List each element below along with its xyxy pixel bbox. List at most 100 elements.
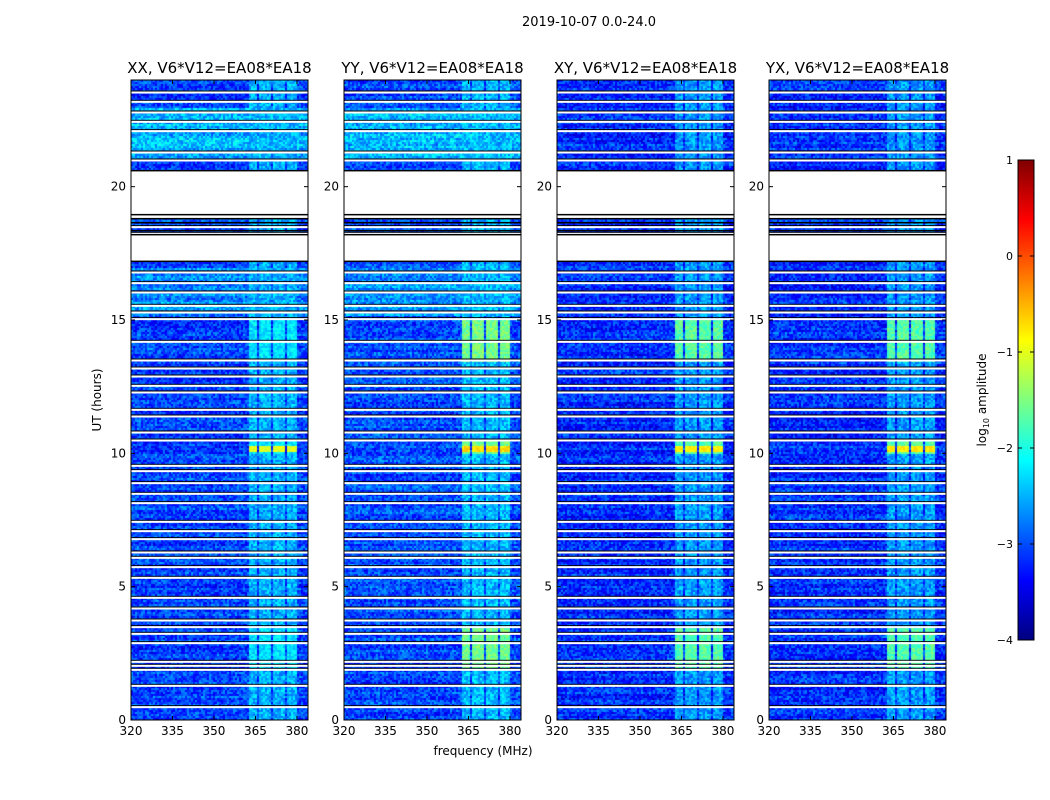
y-tick-label: 0 (118, 713, 126, 727)
colorbar-tick-label: 1 (1006, 154, 1013, 167)
flagged-row-edge (344, 659, 521, 661)
flagged-row (769, 282, 946, 285)
flagged-row (131, 159, 308, 162)
flagged-row-edge (557, 606, 734, 608)
flagged-row-edge (769, 469, 946, 471)
flagged-row (557, 502, 734, 505)
flagged-row-edge (769, 383, 946, 385)
x-axis-label: frequency (MHz) (433, 744, 532, 758)
flagged-row (769, 120, 946, 123)
flagged-row (557, 439, 734, 442)
flagged-row-edge (131, 317, 308, 319)
flagged-row-edge (131, 501, 308, 503)
flagged-row-edge (557, 129, 734, 131)
flagged-row (557, 632, 734, 635)
flagged-row (131, 684, 308, 687)
flag-boundary (557, 169, 734, 172)
x-tick-label: 365 (457, 724, 480, 738)
flagged-row (344, 660, 521, 663)
flagged-row (344, 159, 521, 162)
y-tick-label: 5 (756, 580, 764, 594)
flagged-row (344, 482, 521, 485)
flag-boundary (769, 260, 946, 263)
flag-boundary (344, 221, 521, 224)
flagged-row-edge (557, 667, 734, 669)
flag-boundary (769, 233, 946, 236)
flagged-row-edge (131, 659, 308, 661)
flagged-row (769, 551, 946, 554)
flagged-row (131, 492, 308, 495)
flagged-row-edge (344, 529, 521, 531)
flagged-row-edge (344, 537, 521, 539)
y-tick-label: 20 (749, 180, 764, 194)
flagged-row-edge (769, 683, 946, 685)
flagged-row (769, 415, 946, 418)
flagged-row-edge (131, 430, 308, 432)
x-tick-label: 350 (841, 724, 864, 738)
flagged-row-edge (344, 481, 521, 483)
flagged-row (344, 619, 521, 622)
flagged-row-edge (344, 575, 521, 577)
flagged-row (131, 664, 308, 667)
flagged-row-edge (557, 631, 734, 633)
flagged-row (769, 576, 946, 579)
flagged-row-edge (344, 366, 521, 368)
flagged-row-edge (344, 606, 521, 608)
flagged-row-edge (769, 481, 946, 483)
flagged-row-edge (131, 374, 308, 376)
flagged-row (131, 391, 308, 394)
flagged-row (131, 271, 308, 274)
flagged-row-edge (557, 618, 734, 620)
flag-boundary (557, 221, 734, 224)
flag-boundary (344, 260, 521, 263)
flagged-row-edge (557, 565, 734, 567)
flagged-row (344, 520, 521, 523)
flagged-row (557, 130, 734, 133)
flagged-row-edge (769, 537, 946, 539)
flagged-row (557, 470, 734, 473)
flagged-row (131, 470, 308, 473)
flagged-row-edge (344, 565, 521, 567)
flagged-row (131, 311, 308, 314)
flagged-row (557, 619, 734, 622)
flagged-row-edge (344, 414, 521, 416)
flagged-row (769, 291, 946, 294)
flagged-row-edge (557, 270, 734, 272)
panel-2: YY, V6*V12=EA08*EA18 320 335 350 365 380 0 5 10 1… (324, 59, 524, 738)
flagged-row (769, 626, 946, 629)
x-tick-label: 320 (758, 724, 781, 738)
panel-title: YX, V6*V12=EA08*EA18 (765, 59, 949, 77)
flagged-row-edge (769, 659, 946, 661)
flagged-row-edge (769, 667, 946, 669)
flagged-row-edge (131, 119, 308, 121)
flagged-row (769, 660, 946, 663)
flagged-row (557, 520, 734, 523)
flagged-row-edge (131, 358, 308, 360)
flagged-row (344, 291, 521, 294)
x-tick-label: 350 (203, 724, 226, 738)
flagged-row (557, 384, 734, 387)
flagged-row (769, 492, 946, 495)
flagged-row-edge (344, 407, 521, 409)
flagged-row (131, 439, 308, 442)
flagged-row (131, 538, 308, 541)
flagged-row (344, 551, 521, 554)
flagged-row (344, 91, 521, 94)
flagged-row-edge (769, 374, 946, 376)
flag-boundary (769, 169, 946, 172)
flagged-row-edge (344, 390, 521, 392)
flagged-row-edge (344, 358, 521, 360)
flagged-row-edge (769, 366, 946, 368)
flagged-row-edge (344, 310, 521, 312)
flag-boundary (769, 229, 946, 232)
flagged-row-edge (557, 374, 734, 376)
panels-group: XX, V6*V12=EA08*EA18 320 335 350 365 380 0 5 10 1… (111, 59, 949, 738)
flagged-row (557, 159, 734, 162)
flagged-row (769, 340, 946, 343)
flagged-row-edge (769, 430, 946, 432)
flagged-row (769, 91, 946, 94)
flagged-row (344, 502, 521, 505)
flag-boundary (344, 233, 521, 236)
panel-title: XX, V6*V12=EA08*EA18 (127, 59, 311, 77)
flagged-row (131, 120, 308, 123)
